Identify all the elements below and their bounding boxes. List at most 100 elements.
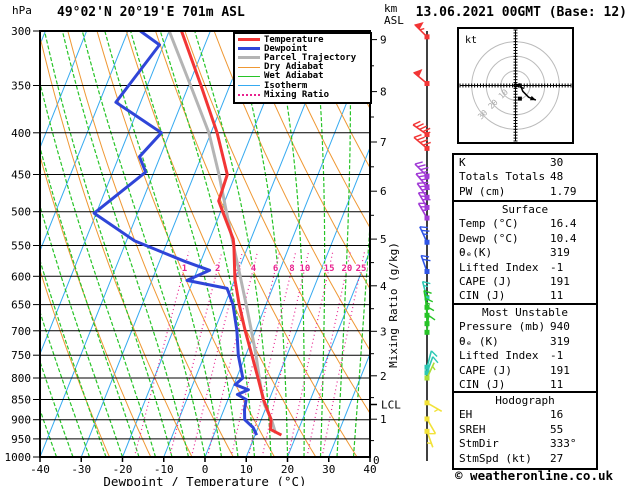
svg-text:1: 1 (380, 413, 387, 426)
table-row-label: StmSpd (kt) (459, 451, 532, 465)
legend-line-sample (238, 93, 260, 96)
svg-text:-40: -40 (30, 463, 50, 476)
temperature-axis: -40 -30 -20 -10 0 10 20 30 40 Dewpoint / Temperat… (30, 457, 377, 486)
table-row: Dewp (°C) 10.4 (459, 232, 596, 246)
legend-item-label: Mixing Ratio (264, 89, 330, 100)
table-row: Lifted Index -1 (459, 349, 596, 363)
page-title: 49°02'N 20°19'E 701m ASL (57, 5, 245, 20)
wind-barb (417, 202, 430, 221)
svg-text:10: 10 (299, 264, 310, 274)
wind-barb (424, 314, 436, 335)
svg-text:-20: -20 (113, 463, 133, 476)
table-row-label: PW (cm) (459, 184, 506, 198)
pressure-axis-unit: hPa (12, 4, 32, 17)
wind-barb (420, 254, 431, 275)
legend-line-sample (238, 38, 260, 42)
table-row: Lifted Index -1 (459, 261, 596, 275)
table-row-label: StmDir (459, 437, 499, 451)
table-row: CAPE (J) 191 (459, 275, 596, 289)
wind-barb (412, 120, 431, 138)
table-row-value: 319 (550, 246, 570, 260)
pressure-axis: 300 350 400 450 500 550 600 650 700 750 800 850 900 9… (5, 25, 40, 464)
svg-text:5: 5 (380, 233, 387, 246)
table-row-value: 11 (550, 289, 564, 303)
svg-text:4: 4 (380, 280, 387, 293)
table-row-label: θₑ(K) (459, 246, 493, 260)
svg-text:9: 9 (380, 34, 387, 47)
temperature-trace (180, 31, 283, 437)
wind-barb (424, 428, 434, 448)
svg-text:20: 20 (281, 463, 294, 476)
svg-text:3: 3 (380, 325, 387, 338)
svg-text:450: 450 (11, 169, 31, 182)
table-row: PW (cm) 1.79 (459, 185, 596, 199)
table-title: Most Unstable (481, 306, 569, 319)
table-row-value: 940 (550, 320, 570, 334)
svg-text:500: 500 (11, 206, 31, 219)
table-row: EH 16 (459, 408, 596, 422)
table-row: K 30 (459, 156, 596, 170)
legend-line-sample (238, 66, 260, 68)
svg-text:300: 300 (11, 25, 31, 38)
svg-text:30: 30 (322, 463, 335, 476)
svg-text:400: 400 (11, 127, 31, 140)
sounding-traces (92, 31, 283, 437)
svg-text:0: 0 (202, 463, 209, 476)
svg-text:20: 20 (341, 264, 352, 274)
svg-text:1: 1 (182, 264, 187, 274)
hodograph-unit-label: kt (465, 35, 477, 46)
table-row: CIN (J) 11 (459, 378, 596, 392)
table-row-label: Temp (°C) (459, 217, 519, 231)
table-row-label: Pressure (mb) (459, 320, 546, 334)
svg-text:650: 650 (11, 299, 31, 312)
table-row: CAPE (J) 191 (459, 364, 596, 378)
lcl-label: LCL (381, 399, 401, 412)
legend-item-label: Dewpoint (264, 43, 308, 54)
table-row-value: 16 (550, 408, 564, 422)
table-row-value: -1 (550, 260, 564, 274)
table-row-value: -1 (550, 349, 564, 363)
table-row-label: CAPE (J) (459, 363, 512, 377)
table-row: StmDir 333° (459, 437, 596, 451)
table-row: StmSpd (kt) 27 (459, 452, 596, 466)
table-row-value: 319 (550, 334, 570, 348)
svg-text:25: 25 (356, 264, 367, 274)
table-row: θₑ(K) 319 (459, 246, 596, 260)
legend-item-label: Dry Adiabat (264, 62, 324, 73)
svg-text:2: 2 (380, 370, 387, 383)
wind-barb (415, 171, 430, 190)
wind-barb (414, 21, 430, 40)
wind-barb (424, 362, 436, 381)
most-unstable-table: Most Unstable Pressure (mb) 940 θₑ (K) 319 Li… (452, 303, 598, 397)
svg-text:40: 40 (363, 463, 376, 476)
svg-text:6: 6 (380, 185, 387, 198)
datetime-label: 13.06.2021 00GMT (Base: 12) (415, 5, 627, 20)
table-row-value: 48 (550, 170, 564, 184)
table-row: θₑ (K) 319 (459, 335, 596, 349)
table-row-label: Totals Totals (459, 170, 546, 184)
table-title: Surface (501, 203, 549, 216)
legend-line-sample (238, 47, 260, 51)
table-row-value: 1.79 (550, 184, 577, 198)
mixing-axis-label: Mixing Ratio (g/kg) (387, 242, 400, 368)
legend: Temperature Dewpoint Parcel Trajectory Dry … (233, 32, 372, 104)
table-row-value: 55 (550, 422, 564, 436)
footer-link[interactable]: © weatheronline.co.uk (455, 468, 614, 483)
legend-line-sample (238, 75, 260, 77)
legend-item-label: Isotherm (264, 80, 308, 91)
wind-barb (424, 400, 443, 413)
table-row-label: CIN (J) (459, 289, 506, 303)
table-row-label: Lifted Index (459, 260, 539, 274)
svg-text:600: 600 (11, 270, 31, 283)
svg-text:6: 6 (273, 264, 278, 274)
table-row-label: θₑ (K) (459, 334, 499, 348)
table-row-label: Dewp (°C) (459, 231, 519, 245)
svg-text:15: 15 (324, 264, 335, 274)
wind-barb (419, 226, 430, 245)
svg-text:2: 2 (215, 264, 220, 274)
legend-item: Isotherm (235, 80, 370, 91)
legend-item-label: Temperature (264, 34, 324, 45)
wind-barb (413, 134, 431, 151)
